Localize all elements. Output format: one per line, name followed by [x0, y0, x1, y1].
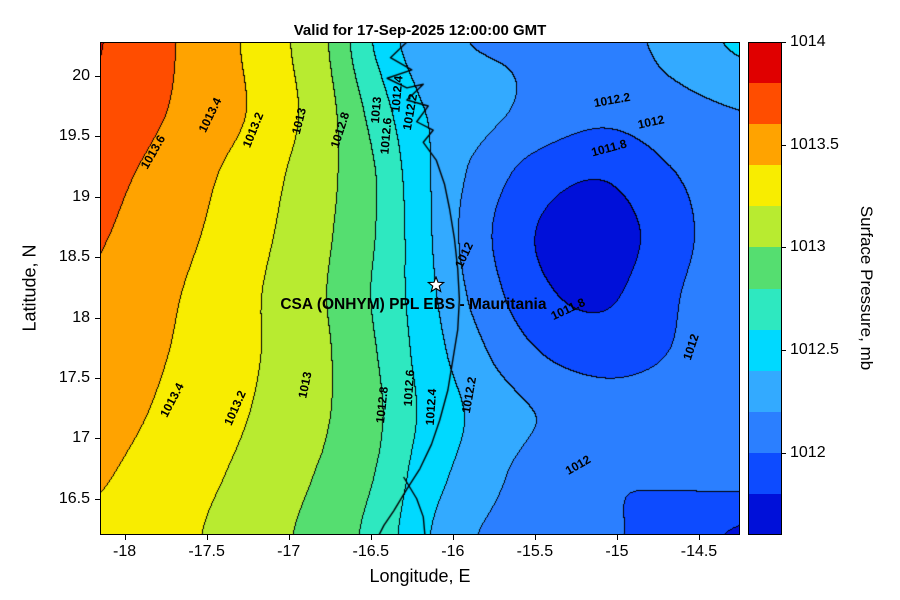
y-tick-mark: [95, 196, 100, 198]
y-tick-label: 18: [72, 308, 90, 326]
x-tick-label: -15.5: [516, 543, 554, 560]
colorbar-band: [748, 493, 782, 536]
y-tick-label: 16.5: [58, 489, 90, 507]
y-tick-mark: [95, 438, 100, 440]
colorbar-band: [748, 452, 782, 495]
colorbar: [748, 42, 782, 536]
colorbar-label: Surface Pressure, mb: [857, 205, 876, 371]
y-tick-mark: [95, 317, 100, 319]
x-tick-label: -16.5: [352, 543, 389, 560]
colorbar-tick-mark: [782, 144, 786, 146]
site-label: CSA (ONHYM) PPL EBS - Mauritania: [280, 296, 547, 314]
colorbar-band: [748, 247, 782, 289]
x-tick-mark: [698, 535, 700, 540]
x-tick-label: -16: [441, 543, 465, 560]
y-tick-label: 18.5: [58, 248, 90, 266]
y-tick-label: 20: [72, 66, 90, 84]
colorbar-band: [748, 124, 782, 166]
x-tick-label: -17: [277, 543, 301, 560]
colorbar-band: [748, 329, 782, 372]
y-tick-mark: [95, 257, 100, 259]
y-axis-label: Latitude, N: [19, 244, 40, 332]
colorbar-tick-mark: [782, 247, 786, 249]
x-tick-mark: [370, 535, 372, 540]
colorbar-band: [748, 42, 782, 84]
colorbar-band: [748, 206, 782, 248]
x-tick-label: -14.5: [680, 543, 718, 560]
site-star-icon: [427, 275, 446, 293]
contour-map-canvas: [100, 42, 740, 535]
colorbar-tick-label: 1012.5: [790, 341, 839, 359]
x-tick-label: -17.5: [188, 543, 225, 560]
y-tick-label: 17.5: [58, 368, 90, 386]
x-tick-mark: [616, 535, 618, 540]
y-tick-label: 19: [72, 187, 90, 205]
colorbar-tick-label: 1013: [790, 238, 826, 256]
colorbar-tick-mark: [782, 452, 786, 454]
x-tick-label: -18: [113, 543, 137, 560]
colorbar-tick-label: 1013.5: [790, 135, 839, 153]
y-tick-mark: [95, 377, 100, 379]
colorbar-band: [748, 165, 782, 207]
y-tick-mark: [95, 136, 100, 138]
colorbar-band: [748, 411, 782, 454]
x-tick-mark: [452, 535, 454, 540]
y-tick-label: 17: [72, 429, 90, 447]
x-axis-label: Longitude, E: [369, 566, 471, 586]
colorbar-tick-label: 1012: [790, 443, 826, 461]
x-tick-mark: [124, 535, 126, 540]
colorbar-tick-mark: [782, 350, 786, 352]
y-tick-mark: [95, 75, 100, 77]
y-tick-mark: [95, 498, 100, 500]
x-tick-mark: [288, 535, 290, 540]
colorbar-band: [748, 288, 782, 331]
plot-title: Valid for 17-Sep-2025 12:00:00 GMT: [293, 22, 547, 39]
x-tick-label: -15: [605, 543, 629, 560]
x-tick-mark: [206, 535, 208, 540]
colorbar-band: [748, 370, 782, 413]
y-tick-label: 19.5: [58, 127, 90, 145]
colorbar-tick-label: 1014: [790, 33, 826, 50]
x-tick-mark: [534, 535, 536, 540]
colorbar-band: [748, 83, 782, 125]
colorbar-tick-mark: [782, 42, 786, 43]
